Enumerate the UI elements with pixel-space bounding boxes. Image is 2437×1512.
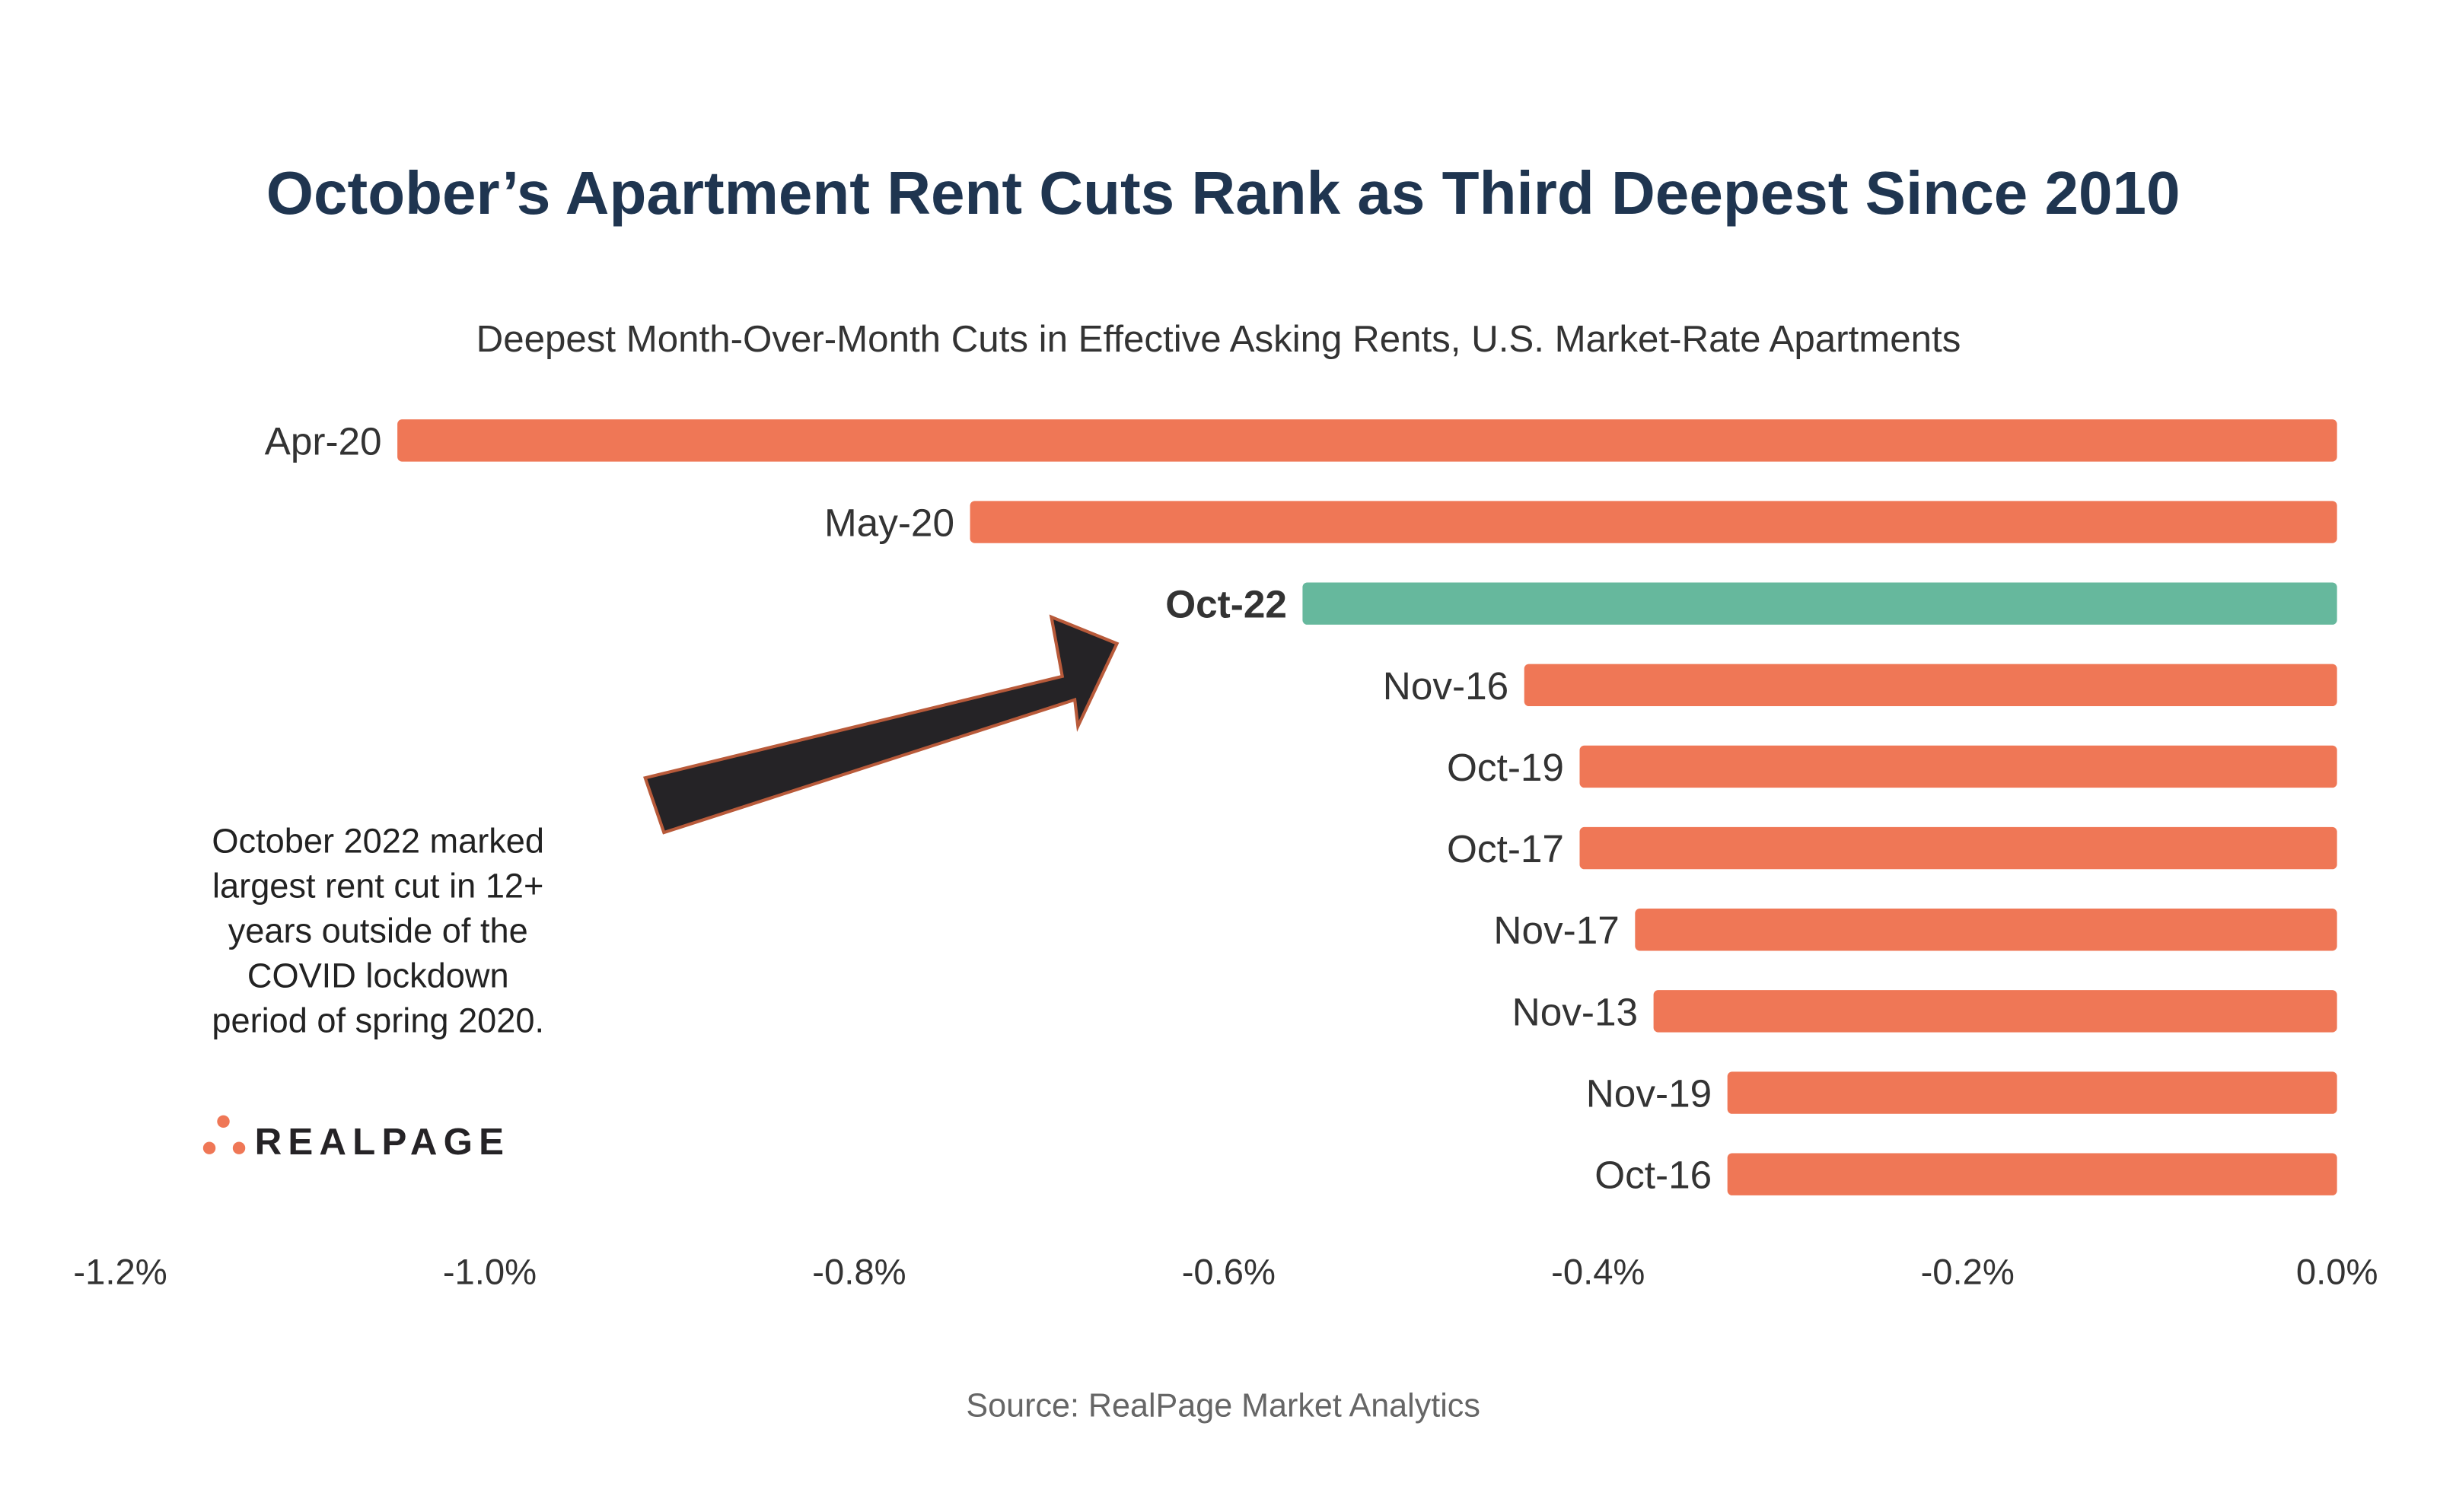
x-tick-label: -0.4% xyxy=(1551,1252,1645,1292)
bar-Nov-17 xyxy=(1635,909,2337,951)
chart-subtitle: Deepest Month-Over-Month Cuts in Effecti… xyxy=(476,318,1961,360)
bar-May-20 xyxy=(970,501,2337,543)
annotation-text: October 2022 marked largest rent cut in 1… xyxy=(212,822,544,1040)
category-label: May-20 xyxy=(824,501,954,544)
annotation-line: period of spring 2020. xyxy=(212,1001,544,1039)
source-note: Source: RealPage Market Analytics xyxy=(966,1388,1480,1424)
annotation-line: largest rent cut in 12+ xyxy=(212,867,543,906)
x-tick-label: -0.2% xyxy=(1921,1252,2015,1292)
x-tick-label: -0.6% xyxy=(1182,1252,1276,1292)
category-label: Oct-17 xyxy=(1447,827,1564,871)
bar-Nov-13 xyxy=(1653,990,2337,1033)
chart-title: October’s Apartment Rent Cuts Rank as Th… xyxy=(266,159,2181,227)
bar-Nov-19 xyxy=(1727,1071,2337,1114)
arrow-icon xyxy=(643,614,1120,835)
category-label: Nov-19 xyxy=(1586,1072,1712,1116)
category-label: Oct-22 xyxy=(1165,583,1287,626)
bar-Nov-16 xyxy=(1524,664,2337,707)
annotation-line: October 2022 marked xyxy=(212,822,544,861)
annotation-line: years outside of the xyxy=(228,912,528,950)
bar-Oct-16 xyxy=(1727,1153,2337,1195)
svg-text:REALPAGE: REALPAGE xyxy=(255,1121,511,1163)
bar-Oct-22 xyxy=(1302,582,2337,625)
category-label: Nov-17 xyxy=(1493,909,1619,952)
category-label: Nov-16 xyxy=(1383,664,1508,708)
x-tick-label: -0.8% xyxy=(812,1252,906,1292)
category-label: Oct-19 xyxy=(1447,746,1564,789)
realpage-logo: REALPAGE xyxy=(202,1115,511,1163)
x-tick-label: 0.0% xyxy=(2296,1252,2378,1292)
bar-Oct-17 xyxy=(1579,826,2337,870)
bar-Apr-20 xyxy=(397,419,2337,462)
x-tick-label: -1.2% xyxy=(73,1252,167,1292)
x-tick-label: -1.0% xyxy=(443,1252,537,1292)
category-label: Nov-13 xyxy=(1512,990,1638,1033)
category-label: Apr-20 xyxy=(265,419,382,463)
annotation-line: COVID lockdown xyxy=(247,956,509,995)
bar-Oct-19 xyxy=(1579,745,2337,788)
category-label: Oct-16 xyxy=(1594,1154,1712,1197)
